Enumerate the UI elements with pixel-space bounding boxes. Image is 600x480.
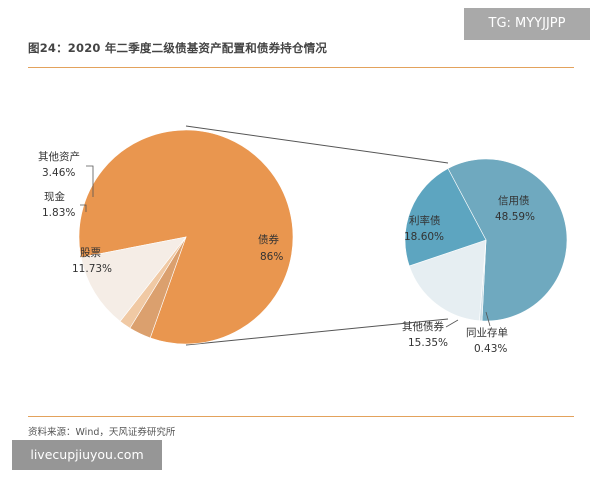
watermark-top-right: TG: MYYJJPP	[464, 8, 590, 40]
label-rate-bonds-name: 利率债	[409, 214, 441, 227]
label-bonds-name: 债券	[258, 233, 279, 246]
top-divider	[28, 67, 574, 68]
connector-line-bottom	[185, 318, 449, 346]
pie-slice-other-bonds	[408, 239, 487, 322]
leader-line-interbank-cd	[485, 311, 491, 327]
chart-title: 图24：2020 年二季度二级债基资产配置和债券持仓情况	[28, 41, 328, 55]
label-stocks-name: 股票	[80, 247, 101, 259]
label-other-assets-value: 3.46%	[42, 167, 75, 179]
label-credit-bonds-value: 48.59%	[495, 211, 535, 223]
bottom-divider	[28, 416, 574, 417]
label-other-bonds-value: 15.35%	[408, 337, 448, 349]
label-stocks-value: 11.73%	[72, 263, 112, 275]
leader-line-other-assets	[86, 165, 94, 197]
label-cash-value: 1.83%	[42, 207, 75, 219]
label-rate-bonds-value: 18.60%	[404, 231, 444, 243]
label-credit-bonds-name: 信用债	[498, 194, 530, 207]
label-other-bonds-name: 其他债券	[402, 320, 444, 333]
label-interbank-cd-name: 同业存单	[466, 326, 508, 339]
label-bonds-value: 86%	[260, 251, 283, 263]
leader-line-other-bonds	[445, 319, 459, 328]
pie-slice-credit-bonds	[447, 158, 568, 322]
label-other-assets-name: 其他资产	[38, 150, 80, 163]
source-note: 资料来源：Wind，天风证券研究所	[28, 427, 176, 438]
watermark-bottom-left: livecupjiuyou.com	[12, 440, 162, 470]
label-cash-name: 现金	[44, 190, 65, 203]
pie-slice-rate-bonds	[404, 168, 487, 267]
label-interbank-cd-value: 0.43%	[474, 343, 507, 355]
leader-line-cash	[80, 204, 87, 212]
connector-line-top	[185, 125, 449, 164]
pie-slice-stocks	[80, 236, 187, 322]
